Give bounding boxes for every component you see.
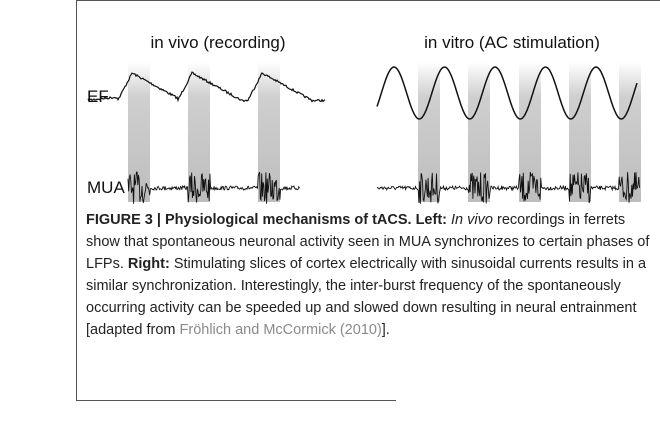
mua-trace bbox=[376, 171, 640, 204]
phase-bar bbox=[519, 62, 541, 202]
phase-bar bbox=[619, 62, 641, 202]
row-label: MUA bbox=[87, 178, 125, 197]
caption-text: recordings in ferrets show that spontane… bbox=[86, 212, 650, 272]
panel-title: in vitro (AC stimulation) bbox=[424, 33, 600, 52]
rule bbox=[76, 400, 396, 401]
phase-bar bbox=[468, 62, 490, 202]
caption-bold: Right: bbox=[127, 256, 170, 272]
phase-bar bbox=[188, 62, 210, 202]
row-label: EF bbox=[87, 87, 109, 106]
caption-text: Stimulating slices of cortex electricall… bbox=[86, 256, 647, 338]
traces bbox=[87, 66, 640, 204]
mua-trace bbox=[127, 171, 300, 204]
phase-bar bbox=[258, 62, 280, 202]
phase-bar bbox=[128, 62, 150, 202]
caption: FIGURE 3 | Physiological mechanisms of t… bbox=[86, 209, 654, 341]
phase-bar bbox=[418, 62, 440, 202]
citation-link[interactable]: Fröhlich and McCormick (2010) bbox=[179, 322, 382, 338]
caption-label: FIGURE 3 | Physiological mechanisms of t… bbox=[86, 212, 447, 228]
figure: in vivo (recording) in vitro (AC stimula… bbox=[87, 33, 641, 204]
caption-text: ]. bbox=[381, 322, 390, 338]
phase-bar bbox=[569, 62, 591, 202]
ef-trace bbox=[87, 71, 326, 103]
phase-bars bbox=[128, 62, 641, 202]
caption-italic: In vivo bbox=[451, 212, 493, 228]
figure-frame bbox=[76, 0, 660, 401]
ef-trace bbox=[376, 66, 638, 120]
panel-title: in vivo (recording) bbox=[150, 33, 285, 52]
